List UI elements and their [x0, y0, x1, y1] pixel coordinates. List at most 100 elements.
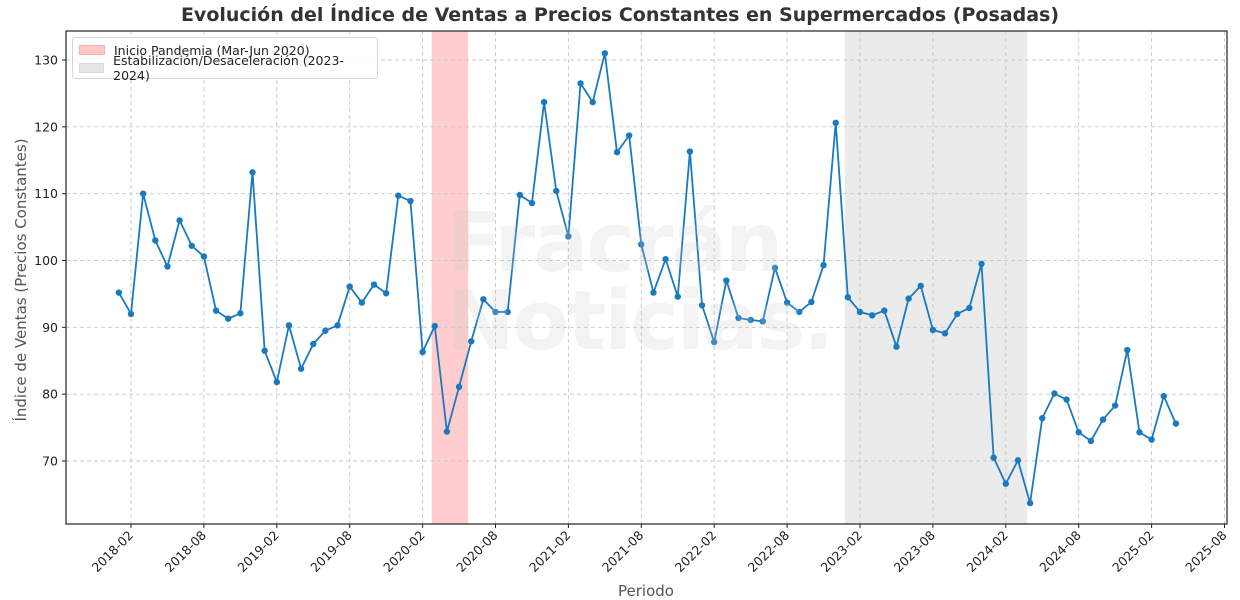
data-point-marker	[480, 296, 487, 303]
data-point-marker	[431, 322, 438, 330]
shaded-regions	[431, 31, 1028, 524]
x-tick-label: 2020-08	[453, 527, 501, 575]
x-tick-label: 2018-08	[161, 527, 209, 575]
data-point-marker	[1063, 396, 1070, 403]
data-point-marker	[929, 326, 937, 334]
data-point-marker	[285, 322, 293, 329]
data-point-marker	[747, 316, 754, 324]
data-point-marker	[966, 304, 973, 312]
data-point-marker	[1002, 480, 1009, 487]
data-point-marker	[771, 264, 779, 272]
x-tick-label: 2025-02	[1109, 528, 1157, 576]
pandemic-band	[431, 31, 469, 524]
data-point-marker	[297, 365, 305, 372]
data-point-marker	[735, 314, 742, 322]
data-point-marker	[334, 322, 341, 329]
data-point-marker	[322, 327, 329, 334]
y-tick-label: 100	[34, 253, 58, 268]
x-tick-label: 2025-08	[1182, 527, 1230, 575]
data-point-marker	[382, 290, 390, 297]
y-tick-label: 80	[42, 387, 58, 402]
data-point-marker	[917, 282, 924, 290]
data-point-marker	[868, 312, 876, 319]
data-point-marker	[1124, 346, 1131, 354]
x-tick-label: 2023-08	[890, 527, 938, 575]
data-point-marker	[553, 187, 560, 195]
plot-frame	[65, 30, 1228, 525]
data-point-marker	[978, 260, 985, 268]
data-point-marker	[698, 302, 706, 309]
data-point-marker	[443, 428, 451, 435]
data-point-marker	[1014, 457, 1022, 464]
legend-swatch-pandemic	[79, 45, 105, 55]
data-point-marker	[941, 330, 949, 337]
y-tick-label: 130	[34, 53, 58, 68]
chart-title: Evolución del Índice de Ventas a Precios…	[180, 4, 1060, 26]
data-point-marker	[589, 98, 596, 106]
y-tick-label: 110	[34, 186, 58, 201]
series-line	[118, 52, 1177, 505]
x-tick-label: 2019-02	[234, 528, 282, 576]
data-point-marker	[711, 338, 718, 346]
data-point-marker	[261, 347, 268, 354]
data-point-marker	[310, 340, 317, 348]
legend-swatch-stabilization	[79, 63, 105, 73]
data-point-marker	[565, 233, 572, 240]
data-point-marker	[139, 190, 147, 197]
legend-item-pandemic: Inicio Pandemia (Mar-Jun 2020)	[79, 41, 371, 59]
data-point-marker	[164, 263, 171, 270]
data-point-marker	[783, 299, 791, 306]
data-point-marker	[577, 80, 584, 87]
data-point-marker	[1148, 436, 1155, 443]
x-tick-label: 2021-02	[526, 528, 574, 576]
data-point-marker	[808, 298, 815, 306]
data-point-marker	[1160, 392, 1167, 400]
data-point-marker	[601, 50, 609, 57]
data-point-marker	[820, 261, 827, 269]
x-tick-label: 2021-08	[599, 527, 647, 575]
x-axis-label: Periodo	[618, 582, 674, 600]
data-point-marker	[370, 281, 378, 288]
data-point-marker	[686, 148, 694, 155]
x-tick-label: 2020-02	[380, 528, 428, 576]
data-point-marker	[358, 299, 366, 306]
data-point-marker	[237, 310, 244, 317]
data-point-marker	[504, 308, 511, 316]
x-tick-label: 2022-02	[672, 528, 720, 576]
legend: Inicio Pandemia (Mar-Jun 2020) Estabiliz…	[72, 37, 378, 83]
data-point-marker	[188, 242, 195, 249]
data-point-marker	[225, 315, 232, 322]
data-point-marker	[468, 338, 475, 345]
data-point-marker	[200, 253, 208, 260]
data-point-marker	[516, 191, 523, 199]
data-point-marker	[1111, 402, 1119, 409]
y-tick-label: 90	[42, 320, 58, 335]
stabilization-band	[844, 31, 1028, 524]
y-tick-label: 120	[34, 119, 58, 134]
data-point-marker	[1172, 420, 1180, 427]
data-point-marker	[419, 348, 426, 356]
data-point-marker	[759, 318, 766, 325]
data-point-marker	[625, 132, 633, 139]
data-point-marker	[115, 289, 123, 296]
x-axis-ticks: 2018-02 2018-08 2019-02 2019-08 2020-02 2020-…	[89, 524, 1230, 575]
data-point-marker	[881, 307, 888, 314]
data-point-marker	[856, 308, 864, 316]
data-point-marker	[1051, 390, 1058, 397]
legend-label-pandemic: Inicio Pandemia (Mar-Jun 2020)	[114, 42, 310, 58]
data-point-marker	[832, 119, 839, 127]
data-point-marker	[528, 199, 536, 207]
data-point-marker	[954, 310, 961, 318]
data-point-marker	[844, 294, 852, 301]
x-tick-label: 2024-02	[963, 528, 1011, 576]
x-tick-label: 2023-02	[818, 528, 866, 576]
data-point-marker	[152, 237, 159, 244]
data-point-marker	[127, 310, 135, 318]
y-axis-ticks: 70 80 90 100 110 120 130	[34, 53, 66, 469]
data-point-marker	[212, 307, 220, 314]
data-point-marker	[1026, 499, 1034, 507]
x-tick-label: 2019-08	[307, 527, 355, 575]
data-point-marker	[638, 241, 645, 248]
x-tick-label: 2022-08	[745, 527, 793, 575]
